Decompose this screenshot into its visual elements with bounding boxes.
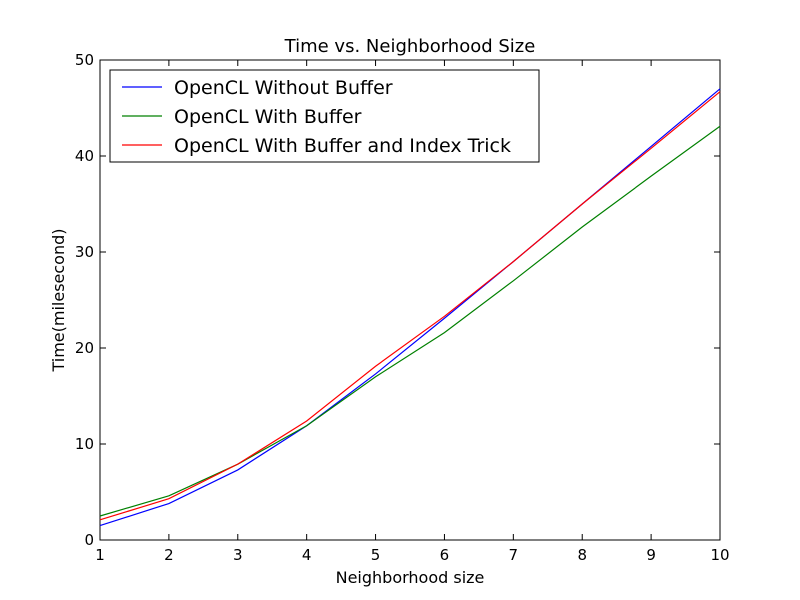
y-tick-label: 0 — [84, 531, 94, 549]
x-tick-label: 8 — [577, 546, 587, 564]
x-tick-label: 1 — [95, 546, 105, 564]
y-tick-label: 40 — [75, 147, 94, 165]
x-tick-label: 4 — [302, 546, 312, 564]
y-tick-label: 20 — [75, 339, 94, 357]
x-tick-label: 9 — [646, 546, 656, 564]
series-layer — [99, 88, 721, 527]
legend: OpenCL Without Buffer OpenCL With Buffer O… — [109, 69, 540, 163]
series-line-1 — [99, 88, 721, 527]
x-tick-label: 7 — [509, 546, 519, 564]
x-tick-label: 6 — [440, 546, 450, 564]
y-axis-label: Time(milesecond) — [49, 228, 68, 372]
axis-ticks: 1 2 3 4 5 6 7 8 9 10 0 10 20 30 40 50 — [75, 51, 730, 564]
series-line-2 — [99, 125, 721, 517]
legend-box — [109, 69, 540, 163]
y-tick-label: 10 — [75, 435, 94, 453]
y-tick-label: 50 — [75, 51, 94, 69]
x-axis-label: Neighborhood size — [336, 568, 485, 587]
y-tick-label: 30 — [75, 243, 94, 261]
x-tick-label: 10 — [710, 546, 729, 564]
legend-label-1: OpenCL Without Buffer — [174, 77, 393, 99]
legend-label-2: OpenCL With Buffer — [174, 106, 362, 128]
series-line-3 — [99, 91, 721, 521]
chart-title: Time vs. Neighborhood Size — [284, 36, 536, 57]
legend-label-3: OpenCL With Buffer and Index Trick — [174, 135, 511, 157]
x-tick-label: 5 — [371, 546, 381, 564]
x-tick-label: 2 — [164, 546, 174, 564]
x-tick-label: 3 — [233, 546, 243, 564]
